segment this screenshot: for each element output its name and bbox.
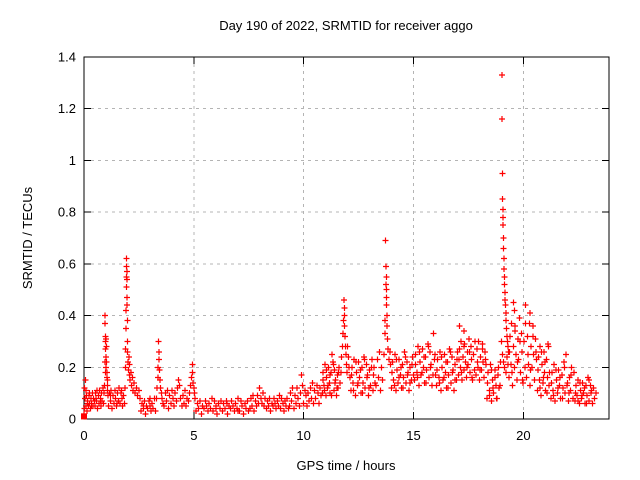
plot-border	[83, 56, 610, 420]
origin-marker	[81, 413, 87, 420]
data-points-layer	[81, 72, 599, 420]
tick-labels: 0 5 10 15 20 0 0.2 0.4 0.6 0.8 1 1.2 1.4	[58, 50, 531, 444]
data-point-markers	[81, 72, 599, 417]
x-tick-label: 5	[190, 428, 197, 443]
y-tick-label: 0.8	[58, 205, 76, 220]
x-tick-label: 20	[516, 428, 530, 443]
x-axis-label: GPS time / hours	[297, 458, 396, 473]
y-tick-label: 1.4	[58, 50, 76, 65]
y-axis-label: SRMTID / TECUs	[20, 186, 35, 289]
y-tick-label: 0.2	[58, 360, 76, 375]
x-tick-label: 0	[80, 428, 87, 443]
x-tick-label: 10	[296, 428, 310, 443]
y-tick-label: 1	[69, 153, 76, 168]
y-tick-label: 1.2	[58, 101, 76, 116]
x-tick-label: 15	[406, 428, 420, 443]
y-tick-label: 0.4	[58, 308, 76, 323]
chart-title: Day 190 of 2022, SRMTID for receiver agg…	[219, 18, 473, 33]
y-tick-label: 0	[69, 412, 76, 427]
gridlines	[84, 57, 609, 419]
y-tick-label: 0.6	[58, 256, 76, 271]
axes	[83, 56, 610, 420]
